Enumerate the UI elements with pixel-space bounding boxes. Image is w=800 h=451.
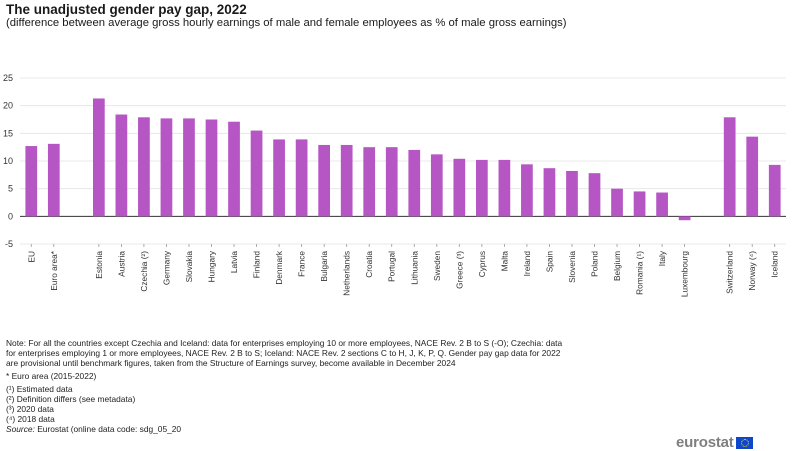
bar[interactable] [228,121,240,217]
x-tick-label: Greece (³) [454,251,464,289]
x-tick-label: France [297,251,307,277]
bar[interactable] [295,139,308,217]
bar[interactable] [250,130,263,217]
bar[interactable] [363,147,376,217]
bar[interactable] [566,170,578,217]
x-tick-label: Slovakia [184,251,194,283]
bar[interactable] [183,118,195,217]
notes: Note: For all the countries except Czech… [6,338,566,434]
chart-title: The unadjusted gender pay gap, 2022 [6,2,247,17]
x-tick-label: Cyprus [477,251,487,277]
y-tick-label: 20 [3,101,13,111]
source-label: Source: [6,424,35,434]
y-tick-label: 0 [8,211,13,221]
bar[interactable] [723,117,736,217]
x-tick-label: Malta [499,251,509,272]
bar[interactable] [340,144,353,217]
y-tick-label: 10 [3,156,13,166]
bar[interactable] [430,154,443,217]
footnote-3: (³) 2020 data [6,404,54,414]
bar[interactable] [385,147,398,217]
x-tick-label: Switzerland [725,251,735,294]
x-tick-label: Ireland [522,251,532,277]
bar[interactable] [633,191,646,217]
source-text: Eurostat (online data code: sdg_05_20 [37,424,182,434]
y-tick-label: -5 [5,239,13,249]
x-tick-label: Euro area* [49,250,59,290]
bar[interactable] [475,159,488,217]
x-tick-label: Portugal [387,251,397,282]
x-tick-label: Spain [544,251,554,273]
x-tick-label: Sweden [432,251,442,281]
source-line: Source: Eurostat (online data code: sdg_… [6,424,566,434]
bar[interactable] [521,164,533,217]
bar[interactable] [678,216,691,221]
bar[interactable] [408,149,421,217]
bar[interactable] [611,188,623,217]
logo-text: eurostat [676,434,734,451]
x-tick-label: Netherlands [342,251,352,296]
bar[interactable] [25,146,38,217]
x-tick-label: Hungary [207,250,217,282]
x-tick-label: Czechia (²) [139,251,149,292]
x-tick-label: Italy [657,250,667,266]
x-tick-label: EU [26,251,36,263]
x-tick-label: Lithuania [409,251,419,285]
bar[interactable] [746,136,759,217]
bar[interactable] [588,173,601,217]
y-axis-ticks: -5 0 5 10 15 20 25 [3,73,13,249]
eurostat-logo[interactable]: eurostat [676,434,753,451]
gridlines [20,77,786,245]
footnote-2: (²) Definition differs (see metadata) [6,394,136,404]
bar[interactable] [138,117,150,217]
bars [25,98,781,221]
x-tick-label: Norway (⁴) [747,251,757,291]
bar[interactable] [768,164,781,217]
y-tick-label: 25 [3,73,13,83]
bar[interactable] [453,158,466,217]
footnote-4: (⁴) 2018 data [6,414,55,424]
x-tick-label: Poland [590,251,600,277]
x-tick-label: Iceland [770,251,780,278]
x-tick-label: Slovenia [567,251,577,283]
x-axis-ticks: EU Euro area* Estonia Austria Czechia (²) Ger… [26,244,780,298]
note-euro-area: * Euro area (2015-2022) [6,371,97,381]
bar[interactable] [498,159,511,217]
y-tick-label: 15 [3,128,13,138]
eu-flag-icon [735,436,753,449]
x-tick-label: Bulgaria [319,251,329,282]
x-tick-label: Denmark [274,250,284,285]
chart-subtitle: (difference between average gross hourly… [6,17,567,29]
footnote-1: (¹) Estimated data [6,384,73,394]
bar-chart: -5 0 5 10 15 20 25 EU Euro area* Estonia Austria C… [3,73,786,298]
bar[interactable] [318,144,331,217]
x-tick-label: Latvia [229,251,239,274]
y-tick-label: 5 [8,184,13,194]
x-tick-label: Luxembourg [680,251,690,298]
x-tick-label: Croatia [364,251,374,278]
x-tick-label: Belgium [612,251,622,281]
bar[interactable] [543,168,556,217]
bar[interactable] [273,139,285,217]
bar[interactable] [92,98,105,217]
bar[interactable] [47,143,60,217]
bar[interactable] [656,192,668,217]
x-tick-label: Germany [161,250,171,285]
bar[interactable] [160,118,173,217]
x-tick-label: Romania (¹) [635,251,645,295]
bar[interactable] [115,114,128,217]
bar[interactable] [205,119,218,217]
x-tick-label: Austria [116,251,126,277]
note-main: Note: For all the countries except Czech… [6,338,563,368]
x-tick-label: Finland [252,251,262,279]
x-tick-label: Estonia [94,251,104,279]
